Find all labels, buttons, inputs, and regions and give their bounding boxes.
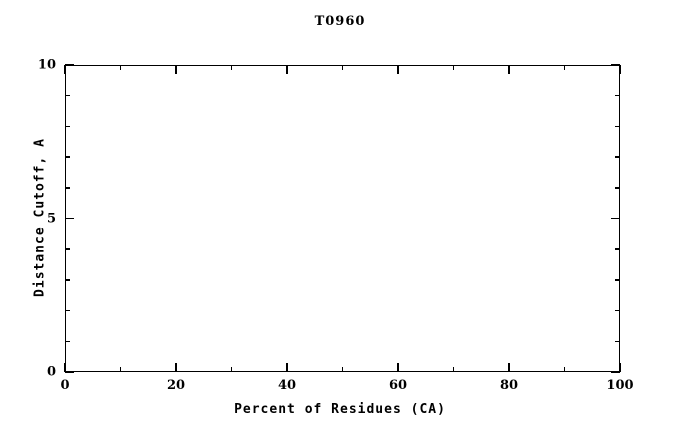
chart-title: T0960 (314, 14, 366, 29)
x-tick (175, 65, 177, 74)
x-axis-label: Percent of Residues (CA) (234, 402, 446, 417)
y-tick (615, 340, 620, 343)
y-tick (65, 248, 70, 250)
y-tick (65, 309, 70, 312)
x-tick (397, 363, 399, 372)
y-tick (615, 279, 620, 281)
x-tick (508, 65, 510, 74)
x-tick (286, 65, 288, 74)
y-tick-label: 5 (46, 211, 56, 226)
x-tick (341, 65, 344, 70)
y-tick (65, 217, 74, 220)
x-tick (64, 65, 66, 74)
x-tick-label: 0 (60, 378, 70, 393)
x-tick (286, 363, 288, 372)
y-tick (65, 125, 70, 128)
x-tick (563, 367, 566, 372)
x-tick (508, 363, 510, 372)
x-tick-label: 80 (499, 378, 519, 393)
y-tick (65, 156, 70, 158)
x-tick (119, 65, 122, 70)
y-tick (65, 340, 70, 343)
x-tick (619, 363, 621, 372)
x-tick-label: 60 (388, 378, 408, 393)
y-tick (615, 94, 620, 97)
y-axis-label: Distance Cutoff, A (32, 138, 48, 297)
x-tick (230, 367, 233, 372)
y-tick (615, 248, 620, 250)
y-tick-label: 10 (37, 57, 56, 73)
x-tick (119, 367, 122, 372)
x-tick (341, 367, 344, 372)
x-tick (452, 65, 455, 70)
y-tick (615, 309, 620, 312)
y-tick (615, 125, 620, 128)
y-tick (65, 279, 70, 281)
y-tick (65, 187, 70, 189)
x-tick (397, 65, 399, 74)
y-tick (615, 187, 620, 189)
y-tick-label: 0 (46, 364, 56, 380)
x-tick (563, 65, 566, 70)
x-tick (619, 65, 621, 74)
x-tick-label: 100 (606, 378, 634, 393)
x-tick (175, 363, 177, 372)
x-tick (230, 65, 233, 70)
y-tick (611, 371, 620, 373)
x-tick (64, 363, 66, 372)
y-tick (65, 94, 70, 97)
y-tick (65, 371, 74, 373)
plot-frame (65, 65, 620, 372)
x-tick-label: 40 (277, 378, 297, 393)
x-tick (452, 367, 455, 372)
y-tick (615, 156, 620, 158)
y-tick (611, 64, 620, 66)
y-tick (611, 217, 620, 220)
x-tick-label: 20 (166, 378, 186, 393)
y-tick (65, 64, 74, 66)
